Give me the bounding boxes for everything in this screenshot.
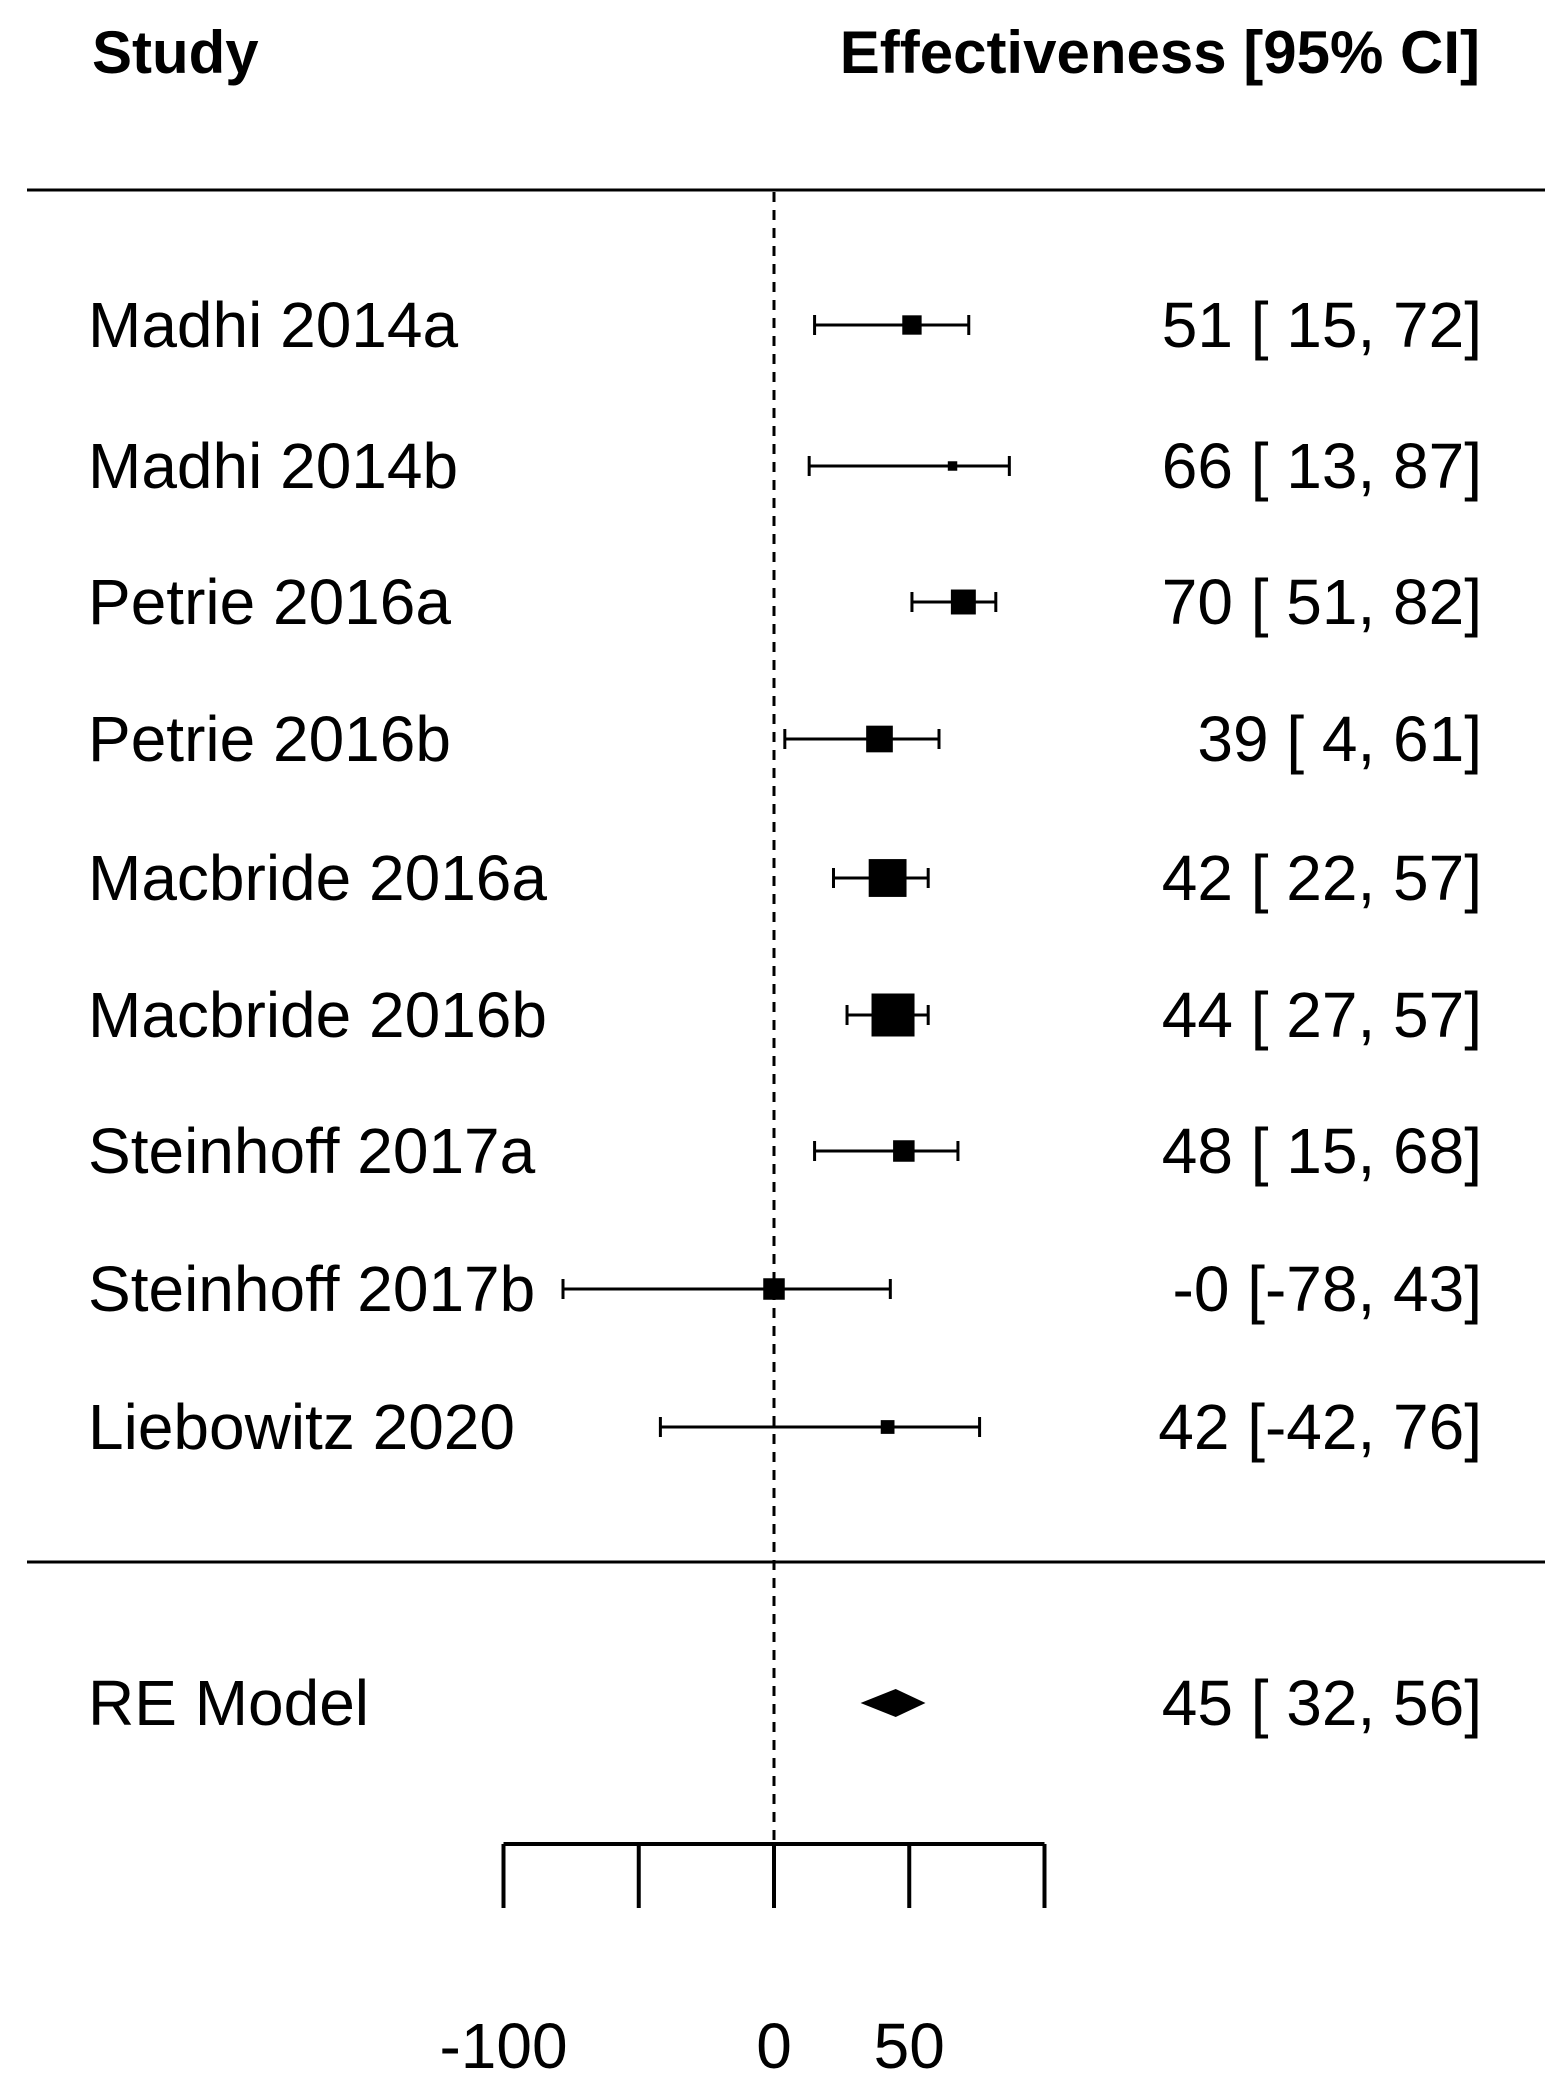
point-estimate — [947, 461, 958, 471]
effect-label: 51 [ 15, 72] — [1162, 289, 1482, 361]
point-estimate — [763, 1278, 785, 1300]
summary-effect-label: 45 [ 32, 56] — [1162, 1667, 1482, 1739]
study-label: Macbride 2016a — [88, 842, 547, 914]
study-label: Petrie 2016a — [88, 566, 451, 638]
summary-diamond — [860, 1689, 926, 1717]
x-axis-tick-label: 50 — [874, 2010, 945, 2082]
summary-label: RE Model — [88, 1667, 369, 1739]
point-estimate — [902, 315, 922, 335]
x-axis-tick-label: 0 — [756, 2010, 792, 2082]
effect-label: 48 [ 15, 68] — [1162, 1115, 1482, 1187]
effect-label: 66 [ 13, 87] — [1162, 430, 1482, 502]
header-study: Study — [92, 19, 259, 86]
effect-label: 70 [ 51, 82] — [1162, 566, 1482, 638]
study-label: Madhi 2014b — [88, 430, 458, 502]
header-effectiveness: Effectiveness [95% CI] — [840, 19, 1480, 86]
point-estimate — [950, 589, 976, 615]
effect-label: 44 [ 27, 57] — [1162, 979, 1482, 1051]
study-label: Macbride 2016b — [88, 979, 547, 1051]
x-axis-tick-label: -100 — [439, 2010, 567, 2082]
study-label: Petrie 2016b — [88, 703, 451, 775]
study-label: Liebowitz 2020 — [88, 1391, 515, 1463]
point-estimate — [871, 993, 915, 1037]
point-estimate — [868, 859, 907, 897]
study-label: Madhi 2014a — [88, 289, 458, 361]
effect-label: 39 [ 4, 61] — [1197, 703, 1482, 775]
point-estimate — [880, 1420, 895, 1434]
point-estimate — [866, 725, 893, 753]
effect-label: 42 [-42, 76] — [1158, 1391, 1482, 1463]
study-label: Steinhoff 2017b — [88, 1253, 535, 1325]
study-label: Steinhoff 2017a — [88, 1115, 536, 1187]
effect-label: 42 [ 22, 57] — [1162, 842, 1482, 914]
point-estimate — [893, 1140, 915, 1162]
effect-label: -0 [-78, 43] — [1173, 1253, 1483, 1325]
